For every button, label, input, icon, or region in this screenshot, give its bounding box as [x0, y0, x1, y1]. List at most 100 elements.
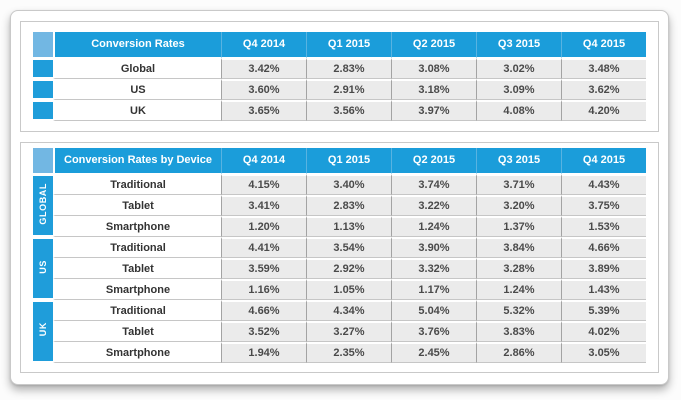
value-cell: 1.53%	[561, 216, 646, 237]
value-cell: 3.40%	[306, 174, 391, 195]
quarter-header: Q2 2015	[391, 148, 476, 174]
table-row-uk-tablet: Tablet 3.52% 3.27% 3.76% 3.83% 4.02%	[33, 321, 646, 342]
row-label: Traditional	[53, 174, 221, 195]
table-row-uk-traditional: UK Traditional 4.66% 4.34% 5.04% 5.32% 5…	[33, 300, 646, 363]
value-cell: 4.02%	[561, 321, 646, 342]
value-cell: 4.08%	[476, 100, 561, 121]
value-cell: 3.32%	[391, 258, 476, 279]
row-label: Traditional	[53, 300, 221, 321]
value-cell: 1.94%	[221, 342, 306, 363]
value-cell: 3.89%	[561, 258, 646, 279]
value-cell: 3.48%	[561, 58, 646, 79]
row-label: Traditional	[53, 237, 221, 258]
value-cell: 3.41%	[221, 195, 306, 216]
value-cell: 3.90%	[391, 237, 476, 258]
quarter-header: Q1 2015	[306, 32, 391, 58]
table-row-global-smartphone: Smartphone 1.20% 1.13% 1.24% 1.37% 1.53%	[33, 216, 646, 237]
table1-header-row: Conversion Rates Q4 2014 Q1 2015 Q2 2015…	[33, 32, 646, 58]
conversion-rates-by-device-table: Conversion Rates by Device Q4 2014 Q1 20…	[33, 148, 646, 363]
value-cell: 3.52%	[221, 321, 306, 342]
row-accent-strip	[33, 58, 53, 79]
value-cell: 3.74%	[391, 174, 476, 195]
quarter-header: Q2 2015	[391, 32, 476, 58]
value-cell: 3.83%	[476, 321, 561, 342]
quarter-header: Q3 2015	[476, 32, 561, 58]
value-cell: 3.84%	[476, 237, 561, 258]
value-cell: 1.24%	[476, 279, 561, 300]
group-label-us: US	[33, 237, 53, 300]
quarter-header: Q4 2014	[221, 148, 306, 174]
value-cell: 2.92%	[306, 258, 391, 279]
value-cell: 3.76%	[391, 321, 476, 342]
value-cell: 2.83%	[306, 195, 391, 216]
row-accent-strip	[33, 100, 53, 121]
table-row-us-smartphone: Smartphone 1.16% 1.05% 1.17% 1.24% 1.43%	[33, 279, 646, 300]
table-row-us-traditional: US Traditional 4.41% 3.54% 3.90% 3.84% 4…	[33, 237, 646, 300]
table-row-us-tablet: Tablet 3.59% 2.92% 3.32% 3.28% 3.89%	[33, 258, 646, 279]
value-cell: 4.66%	[221, 300, 306, 321]
table-row-global: Global 3.42% 2.83% 3.08% 3.02% 3.48%	[33, 58, 646, 79]
table-row-uk: UK 3.65% 3.56% 3.97% 4.08% 4.20%	[33, 100, 646, 121]
table2-header-row: Conversion Rates by Device Q4 2014 Q1 20…	[33, 148, 646, 174]
value-cell: 3.60%	[221, 79, 306, 100]
row-label: Tablet	[53, 321, 221, 342]
table-row-us: US 3.60% 2.91% 3.18% 3.09% 3.62%	[33, 79, 646, 100]
value-cell: 3.97%	[391, 100, 476, 121]
value-cell: 4.20%	[561, 100, 646, 121]
value-cell: 3.75%	[561, 195, 646, 216]
value-cell: 1.24%	[391, 216, 476, 237]
table2-corner-cell	[33, 148, 53, 174]
quarter-header: Q4 2015	[561, 32, 646, 58]
value-cell: 4.15%	[221, 174, 306, 195]
value-cell: 4.43%	[561, 174, 646, 195]
conversion-rates-table: Conversion Rates Q4 2014 Q1 2015 Q2 2015…	[33, 32, 646, 121]
value-cell: 3.20%	[476, 195, 561, 216]
value-cell: 4.34%	[306, 300, 391, 321]
value-cell: 3.22%	[391, 195, 476, 216]
value-cell: 3.65%	[221, 100, 306, 121]
value-cell: 5.04%	[391, 300, 476, 321]
conversion-rates-by-device-table-container: Conversion Rates by Device Q4 2014 Q1 20…	[20, 142, 659, 373]
quarter-header: Q1 2015	[306, 148, 391, 174]
row-label: Tablet	[53, 195, 221, 216]
value-cell: 3.08%	[391, 58, 476, 79]
table-row-global-tablet: Tablet 3.41% 2.83% 3.22% 3.20% 3.75%	[33, 195, 646, 216]
group-label-text: GLOBAL	[38, 182, 48, 225]
value-cell: 1.17%	[391, 279, 476, 300]
value-cell: 5.39%	[561, 300, 646, 321]
value-cell: 2.86%	[476, 342, 561, 363]
row-label: UK	[53, 100, 221, 121]
value-cell: 1.13%	[306, 216, 391, 237]
row-label: Smartphone	[53, 342, 221, 363]
value-cell: 1.20%	[221, 216, 306, 237]
group-label-uk: UK	[33, 300, 53, 363]
group-label-text: UK	[38, 322, 48, 337]
quarter-header: Q4 2014	[221, 32, 306, 58]
value-cell: 3.27%	[306, 321, 391, 342]
value-cell: 2.45%	[391, 342, 476, 363]
row-label: Tablet	[53, 258, 221, 279]
value-cell: 3.05%	[561, 342, 646, 363]
group-label-global: GLOBAL	[33, 174, 53, 237]
value-cell: 3.18%	[391, 79, 476, 100]
value-cell: 1.43%	[561, 279, 646, 300]
value-cell: 3.09%	[476, 79, 561, 100]
quarter-header: Q3 2015	[476, 148, 561, 174]
value-cell: 2.91%	[306, 79, 391, 100]
row-label: Smartphone	[53, 279, 221, 300]
value-cell: 1.16%	[221, 279, 306, 300]
table-row-uk-smartphone: Smartphone 1.94% 2.35% 2.45% 2.86% 3.05%	[33, 342, 646, 363]
table2-title: Conversion Rates by Device	[53, 148, 221, 174]
value-cell: 3.59%	[221, 258, 306, 279]
value-cell: 3.56%	[306, 100, 391, 121]
group-label-text: US	[38, 259, 48, 274]
table1-corner-cell	[33, 32, 53, 58]
value-cell: 3.28%	[476, 258, 561, 279]
value-cell: 4.66%	[561, 237, 646, 258]
quarter-header: Q4 2015	[561, 148, 646, 174]
value-cell: 1.05%	[306, 279, 391, 300]
table1-title: Conversion Rates	[53, 32, 221, 58]
conversion-rates-table-container: Conversion Rates Q4 2014 Q1 2015 Q2 2015…	[20, 21, 659, 132]
value-cell: 3.02%	[476, 58, 561, 79]
value-cell: 3.42%	[221, 58, 306, 79]
